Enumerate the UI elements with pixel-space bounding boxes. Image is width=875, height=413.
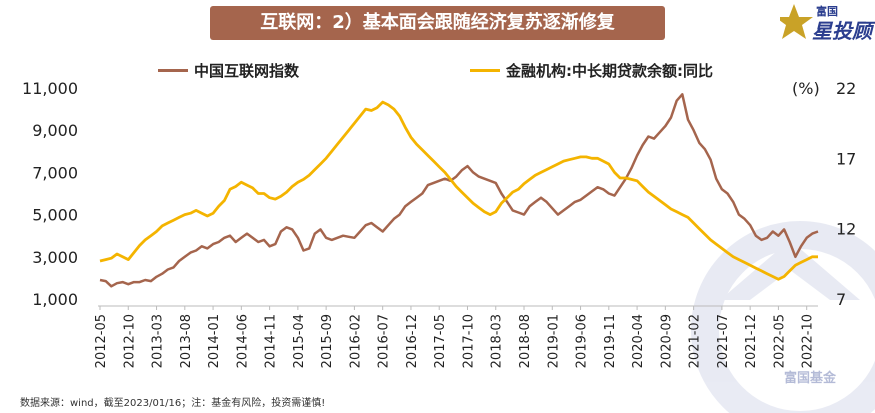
left-axis-tick-label: 11,000 xyxy=(22,79,78,98)
x-axis-tick-label: 2014-06 xyxy=(235,314,250,368)
x-axis-tick-label: 2021-12 xyxy=(744,314,759,368)
footnote: 数据来源：wind，截至2023/01/16；注：基金有风险，投资需谨慎! xyxy=(20,398,326,409)
right-axis-tick-label: 12 xyxy=(836,220,856,239)
legend-item-internet-index: 中国互联网指数 xyxy=(158,60,299,80)
chart-title: 互联网：2）基本面会跟随经济复苏逐渐修复 xyxy=(210,6,665,40)
legend-swatch-loan-growth xyxy=(470,68,500,72)
left-axis-tick-label: 9,000 xyxy=(32,121,78,140)
legend-item-loan-growth: 金融机构:中长期贷款余额:同比 xyxy=(470,60,713,80)
x-axis-tick-label: 2014-11 xyxy=(264,314,279,368)
brand-name-main: 星投顾 xyxy=(812,19,872,43)
x-axis-tick-label: 2014-01 xyxy=(207,314,222,368)
x-axis-tick-label: 2021-02 xyxy=(688,314,703,368)
x-axis-tick-label: 2016-12 xyxy=(405,314,420,368)
brand-name-top: 富国 xyxy=(816,5,838,18)
right-axis: 22 17 12 7 xyxy=(836,79,856,309)
series-lines xyxy=(99,93,819,288)
x-axis-tick-label: 2012-05 xyxy=(94,314,109,368)
x-axis-tick-label: 2015-04 xyxy=(292,314,307,368)
right-axis-tick-label: 7 xyxy=(836,290,846,309)
left-axis-tick-label: 7,000 xyxy=(32,163,78,182)
x-axis-tick-label: 2012-10 xyxy=(122,314,137,368)
legend-label-loan-growth: 金融机构:中长期贷款余额:同比 xyxy=(506,61,713,80)
x-axis-tick-label: 2021-07 xyxy=(716,314,731,368)
right-axis-unit: (%) xyxy=(792,79,820,98)
series-line-loan-growth xyxy=(99,100,818,281)
right-axis-tick-label: 17 xyxy=(836,149,856,168)
x-axis: 2012-05 2012-10 2013-03 2013-08 2014-01 2014-… xyxy=(94,306,816,368)
x-axis-tick-label: 2017-10 xyxy=(461,314,476,368)
x-axis-tick-label: 2022-05 xyxy=(772,314,787,368)
x-axis-tick-label: 2016-02 xyxy=(348,314,363,368)
x-axis-tick-label: 2019-01 xyxy=(546,314,561,368)
x-axis-tick-label: 2013-08 xyxy=(179,314,194,368)
x-axis-tick-label: 2022-10 xyxy=(801,314,816,368)
x-axis-tick-label: 2019-06 xyxy=(575,314,590,368)
x-axis-tick-label: 2015-09 xyxy=(320,314,335,368)
right-axis-tick-label: 22 xyxy=(836,79,856,98)
left-axis-tick-label: 5,000 xyxy=(32,206,78,225)
x-axis-tick-label: 2016-07 xyxy=(377,314,392,368)
left-axis: 11,000 9,000 7,000 5,000 3,000 1,000 xyxy=(22,79,78,309)
brand-star-icon xyxy=(780,4,813,39)
x-axis-tick-label: 2018-08 xyxy=(518,314,533,368)
legend-swatch-internet-index xyxy=(158,68,188,72)
left-axis-tick-label: 3,000 xyxy=(32,248,78,267)
x-axis-tick-label: 2020-04 xyxy=(631,314,646,368)
legend-label-internet-index: 中国互联网指数 xyxy=(194,61,300,80)
x-axis-tick-label: 2013-03 xyxy=(151,314,166,368)
watermark-text: 富国基金 xyxy=(784,370,837,386)
x-axis-tick-label: 2018-03 xyxy=(490,314,505,368)
x-axis-tick-label: 2020-09 xyxy=(659,314,674,368)
left-axis-tick-label: 1,000 xyxy=(32,290,78,309)
x-axis-tick-label: 2017-05 xyxy=(433,314,448,368)
legend: 中国互联网指数 金融机构:中长期贷款余额:同比 xyxy=(0,60,875,80)
x-axis-tick-label: 2019-11 xyxy=(603,314,618,368)
series-line-internet-index xyxy=(99,93,819,288)
